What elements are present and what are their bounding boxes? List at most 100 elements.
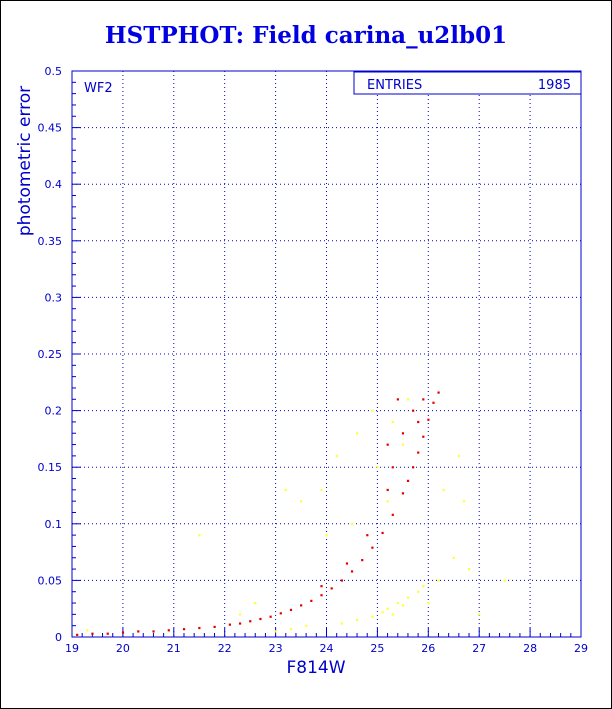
- data-point: [340, 622, 343, 625]
- data-point: [391, 513, 394, 516]
- data-point: [371, 546, 374, 549]
- data-point: [442, 488, 445, 492]
- data-point: [350, 570, 354, 573]
- x-tick-label: 25: [370, 642, 384, 655]
- data-point: [412, 466, 415, 469]
- data-point: [330, 587, 333, 590]
- data-point: [310, 599, 313, 602]
- y-tick-label: 0: [55, 631, 62, 644]
- data-point: [340, 579, 343, 582]
- y-tick-label: 0.1: [45, 518, 63, 531]
- y-tick-label: 0.05: [38, 574, 63, 587]
- data-point: [269, 615, 272, 618]
- data-point: [249, 620, 252, 623]
- data-point: [213, 625, 216, 629]
- x-tick-label: 19: [65, 642, 79, 655]
- data-point: [386, 443, 389, 446]
- data-point: [305, 624, 308, 627]
- data-point: [121, 631, 125, 634]
- data-point: [406, 398, 410, 401]
- data-point: [422, 585, 425, 588]
- x-tick-label: 21: [167, 642, 181, 655]
- data-point: [391, 466, 394, 469]
- data-point: [401, 492, 405, 495]
- data-point: [320, 585, 323, 588]
- data-point: [300, 604, 303, 607]
- data-point: [182, 628, 186, 631]
- data-point: [478, 613, 481, 616]
- x-tick-label: 22: [218, 642, 232, 655]
- data-point: [401, 443, 405, 446]
- data-point: [91, 632, 94, 635]
- data-point: [289, 628, 293, 631]
- data-point: [350, 522, 354, 525]
- data-point: [437, 579, 440, 582]
- data-point: [417, 451, 420, 454]
- data-point: [422, 398, 425, 401]
- panel-label: WF2: [84, 81, 113, 96]
- data-point: [401, 432, 405, 435]
- data-point: [457, 454, 461, 458]
- x-tick-label: 28: [523, 642, 537, 655]
- data-point: [320, 594, 323, 597]
- data-point: [289, 608, 293, 612]
- data-point: [371, 409, 374, 412]
- data-point: [381, 531, 384, 535]
- y-tick-label: 0.2: [45, 405, 63, 418]
- data-point: [412, 409, 415, 412]
- data-point: [427, 418, 430, 421]
- x-tick-label: 24: [320, 642, 334, 655]
- data-point: [284, 488, 287, 492]
- data-point: [437, 391, 440, 394]
- data-point: [396, 398, 399, 401]
- data-point: [417, 590, 420, 593]
- data-point: [468, 568, 471, 571]
- y-axis-label: photometric error: [15, 86, 35, 236]
- y-tick-label: 0.3: [45, 291, 63, 304]
- y-tick-label: 0.15: [38, 461, 63, 474]
- data-point: [422, 435, 425, 438]
- data-point: [137, 630, 140, 633]
- data-point: [76, 633, 79, 636]
- data-point: [376, 466, 379, 469]
- data-point: [198, 534, 201, 537]
- data-point: [335, 454, 338, 458]
- data-point: [320, 488, 323, 492]
- x-axis-label: F814W: [286, 658, 345, 678]
- x-tick-label: 20: [116, 642, 130, 655]
- data-point: [228, 623, 231, 626]
- data-point: [106, 632, 109, 635]
- chart-title: HSTPHOT: Field carina_u2lb01: [104, 22, 508, 49]
- data-point: [345, 562, 349, 565]
- y-tick-label: 0.25: [38, 348, 63, 361]
- data-point: [386, 607, 389, 610]
- data-point: [167, 629, 170, 632]
- data-point: [427, 602, 430, 605]
- data-point: [238, 613, 242, 616]
- data-point: [152, 630, 155, 633]
- data-point: [503, 579, 506, 582]
- data-point: [406, 479, 410, 482]
- data-point: [417, 420, 420, 424]
- data-point: [371, 615, 374, 618]
- data-point: [300, 500, 303, 503]
- data-point: [401, 604, 405, 607]
- data-point: [86, 629, 89, 632]
- data-point: [198, 626, 201, 630]
- data-point: [238, 622, 242, 625]
- data-point: [356, 619, 359, 622]
- data-point: [391, 613, 394, 616]
- data-point: [452, 556, 455, 559]
- y-tick-label: 0.35: [38, 235, 63, 248]
- data-point: [406, 596, 410, 599]
- x-tick-label: 29: [574, 642, 588, 655]
- data-point: [356, 432, 359, 435]
- x-tick-label: 26: [421, 642, 435, 655]
- y-tick-label: 0.4: [45, 178, 63, 191]
- data-point: [462, 500, 466, 503]
- y-tick-label: 0.45: [38, 122, 63, 135]
- x-tick-label: 27: [472, 642, 486, 655]
- data-point: [274, 630, 277, 633]
- stats-entries-value: 1985: [538, 78, 571, 93]
